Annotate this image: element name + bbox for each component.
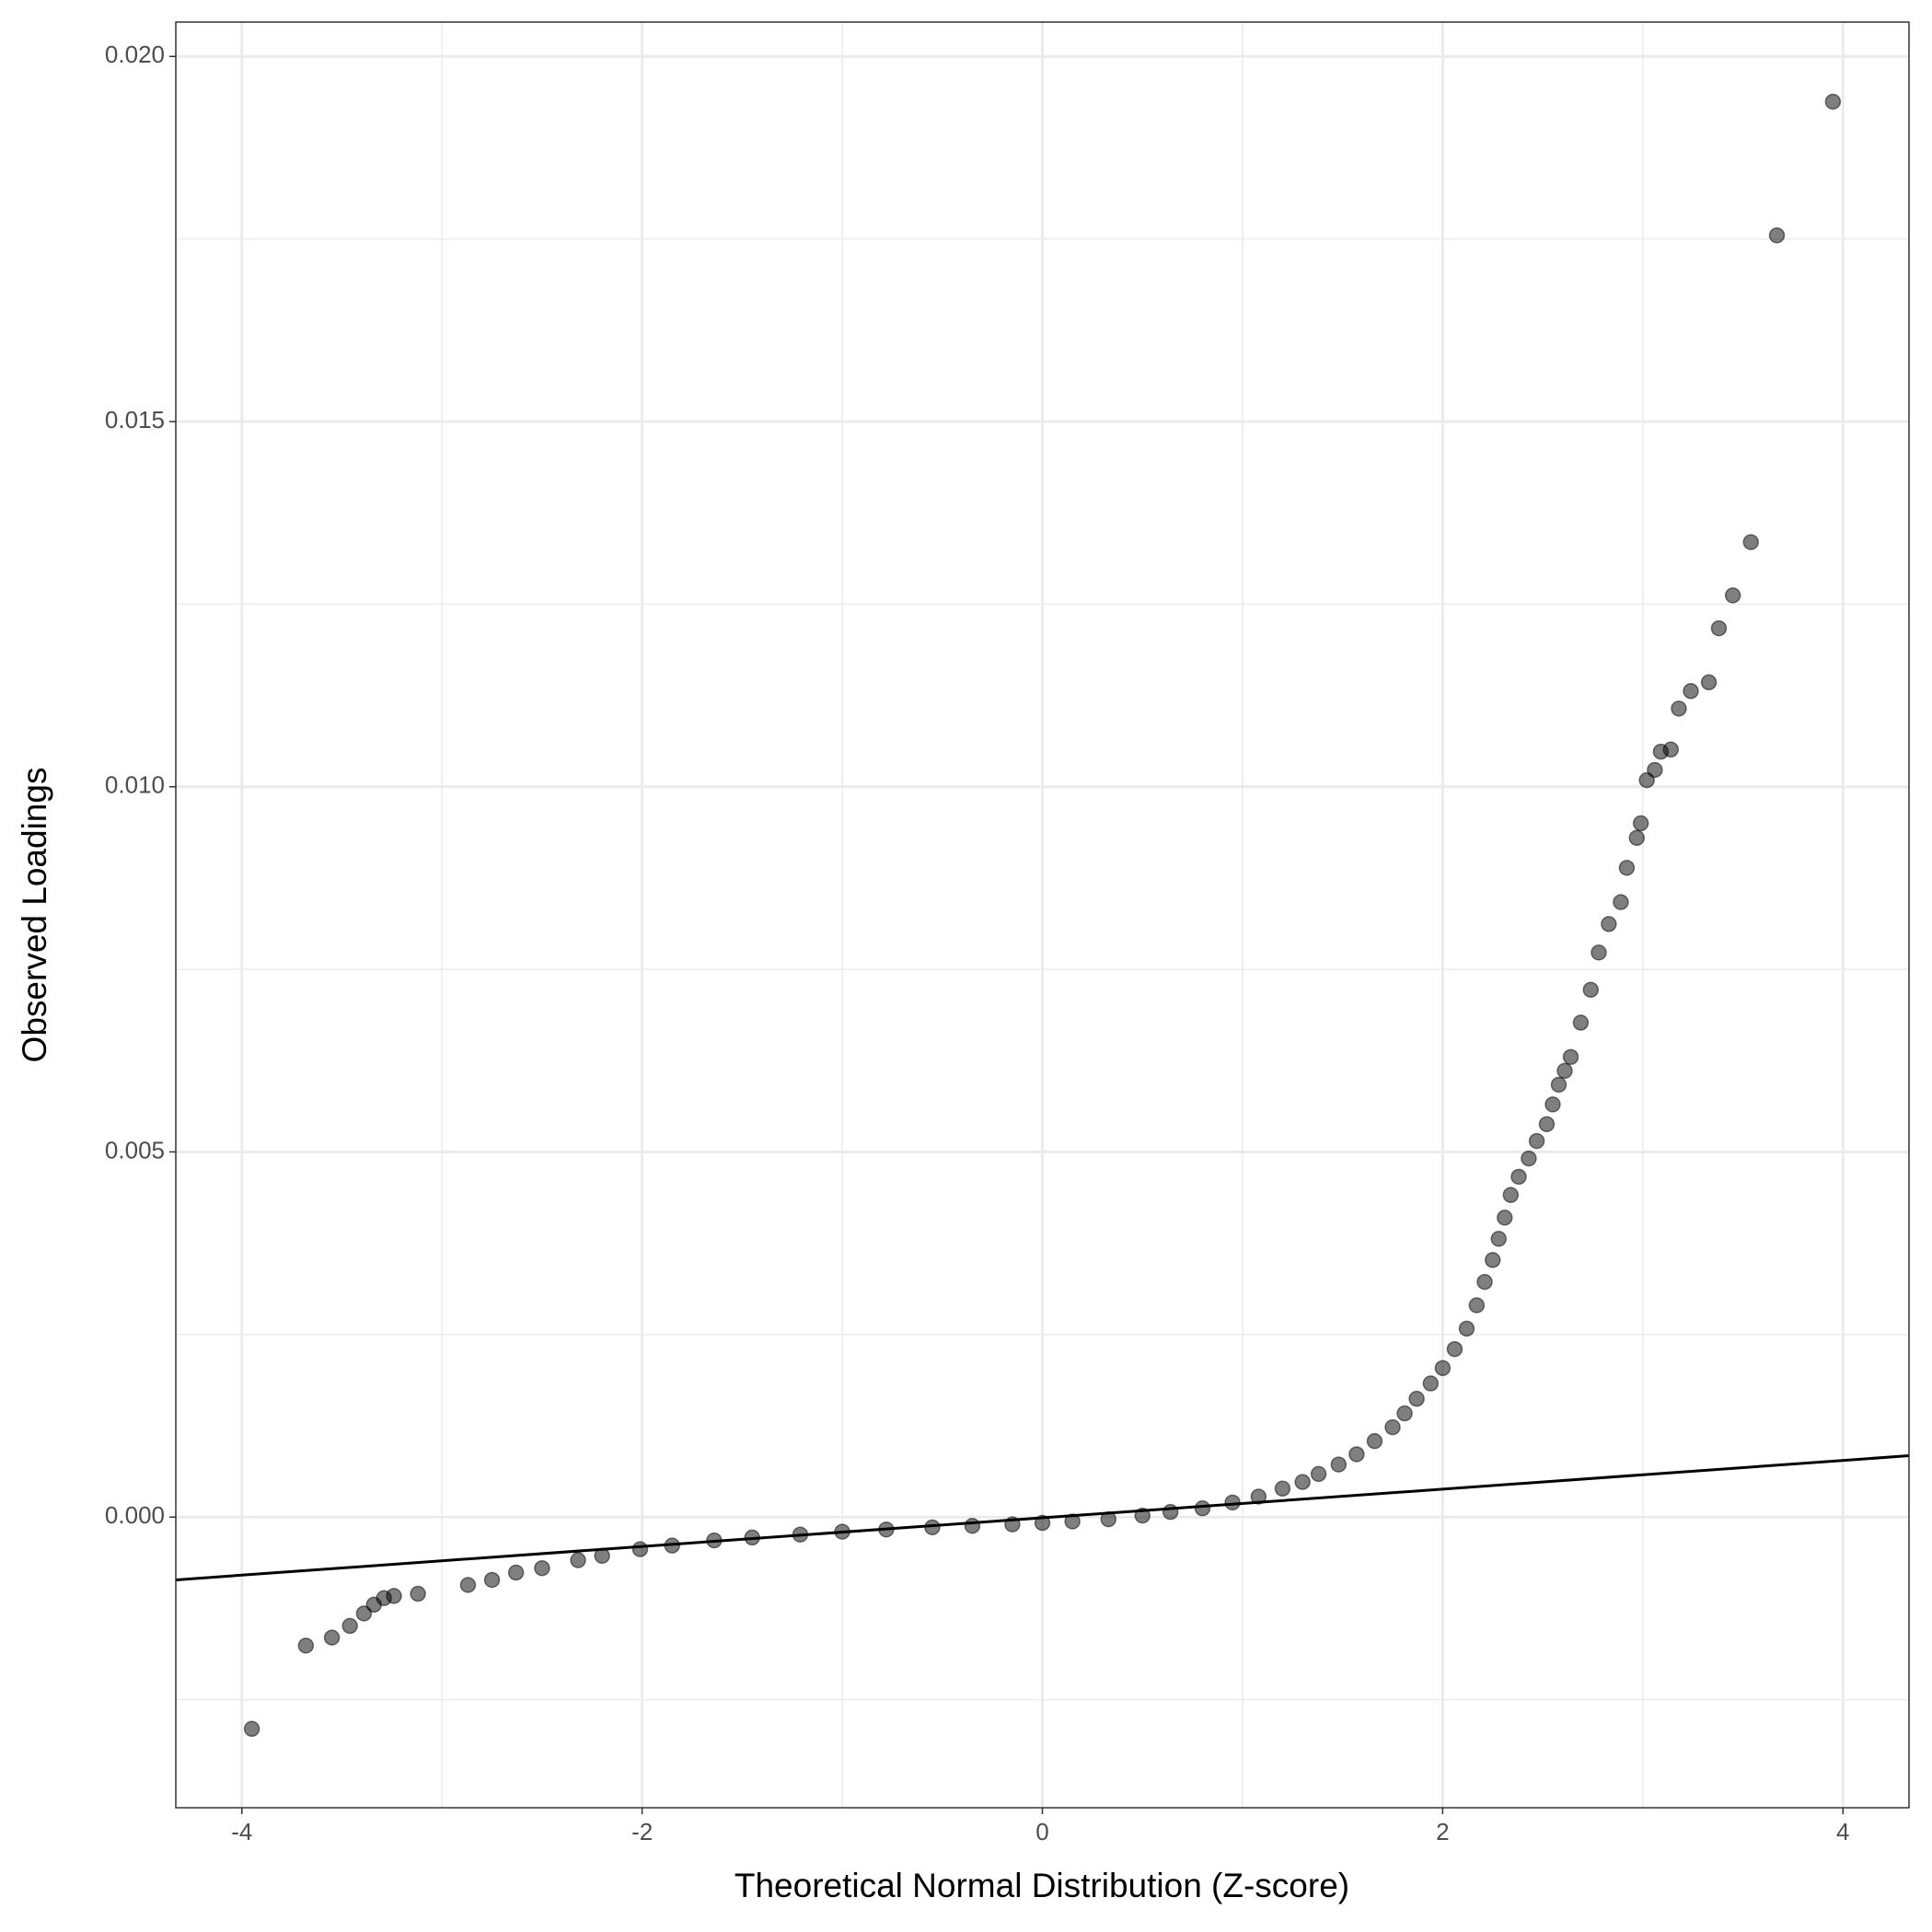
point: [1502, 1186, 1520, 1204]
point: [1434, 1359, 1452, 1377]
point: [1484, 1252, 1501, 1268]
point: [355, 1605, 373, 1622]
point: [631, 1541, 649, 1557]
y-tick-label: 0.010: [105, 771, 165, 799]
point: [1528, 1132, 1545, 1150]
point: [1671, 700, 1687, 717]
point: [1274, 1480, 1291, 1498]
x-axis-title: Theoretical Normal Distribution (Z-score…: [735, 1867, 1349, 1904]
point: [1330, 1456, 1348, 1473]
point: [1662, 741, 1680, 758]
point: [1724, 587, 1741, 604]
point: [1562, 1048, 1579, 1066]
point: [1768, 226, 1786, 244]
point: [459, 1577, 477, 1593]
y-tick-label: 0.000: [105, 1501, 165, 1529]
point: [1384, 1418, 1401, 1436]
point: [1497, 1209, 1513, 1226]
point: [1510, 1168, 1527, 1186]
y-tick-label: 0.015: [105, 406, 165, 434]
point: [1458, 1320, 1475, 1337]
point: [1544, 1096, 1561, 1113]
point: [1162, 1503, 1179, 1521]
point: [1194, 1499, 1211, 1517]
x-tick-label: -2: [631, 1818, 653, 1845]
point: [1632, 815, 1649, 832]
x-tick-label: 2: [1436, 1818, 1449, 1845]
point: [1613, 894, 1629, 910]
point: [964, 1517, 981, 1534]
point: [570, 1552, 586, 1568]
point: [1366, 1432, 1383, 1450]
point: [1628, 829, 1646, 847]
point: [1647, 761, 1663, 779]
point: [1556, 1062, 1573, 1080]
point: [1550, 1076, 1568, 1093]
point: [1824, 93, 1842, 110]
point: [386, 1588, 402, 1604]
point: [410, 1585, 426, 1602]
point: [534, 1559, 550, 1577]
point: [1476, 1273, 1493, 1290]
point: [1742, 534, 1759, 550]
point: [243, 1720, 260, 1738]
point: [323, 1629, 341, 1646]
reference-line: [176, 1454, 1909, 1581]
point: [1601, 916, 1617, 932]
point: [1591, 944, 1607, 961]
point: [1572, 1014, 1590, 1031]
y-tick-label: 0.005: [105, 1136, 165, 1163]
point: [1700, 674, 1718, 691]
point: [1618, 860, 1636, 876]
panel-border: [175, 21, 1910, 1809]
point: [1250, 1488, 1267, 1505]
point: [1521, 1150, 1537, 1167]
point: [483, 1571, 501, 1589]
y-tick-label: 0.020: [105, 40, 165, 68]
point: [1408, 1390, 1425, 1407]
point: [1422, 1375, 1440, 1392]
x-tick-label: -4: [231, 1818, 252, 1845]
point: [1538, 1116, 1556, 1133]
point: [1396, 1405, 1413, 1422]
point: [1294, 1474, 1311, 1490]
x-tick-label: 0: [1035, 1818, 1048, 1845]
point: [1468, 1297, 1486, 1313]
point: [1683, 683, 1699, 700]
point: [1064, 1513, 1081, 1530]
point: [507, 1564, 525, 1581]
point: [297, 1637, 315, 1654]
x-tick-label: 4: [1836, 1818, 1849, 1845]
point: [1582, 981, 1600, 999]
point: [1310, 1465, 1327, 1483]
point: [1348, 1446, 1365, 1463]
point: [341, 1617, 358, 1635]
point: [1490, 1231, 1508, 1247]
y-axis-title: Observed Loadings: [16, 768, 53, 1063]
point: [1710, 619, 1728, 637]
plot-area: [176, 93, 1909, 1738]
point: [1446, 1340, 1463, 1358]
